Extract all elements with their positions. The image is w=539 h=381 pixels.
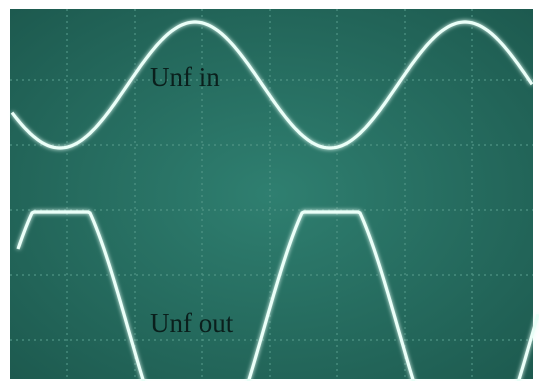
screen bbox=[10, 9, 533, 379]
output-label: Unf out bbox=[150, 308, 234, 338]
page: Unf in Unf out (() => { const data = JSO… bbox=[0, 0, 539, 381]
oscilloscope-photo: Unf in Unf out bbox=[0, 0, 539, 381]
input-label: Unf in bbox=[150, 62, 220, 92]
